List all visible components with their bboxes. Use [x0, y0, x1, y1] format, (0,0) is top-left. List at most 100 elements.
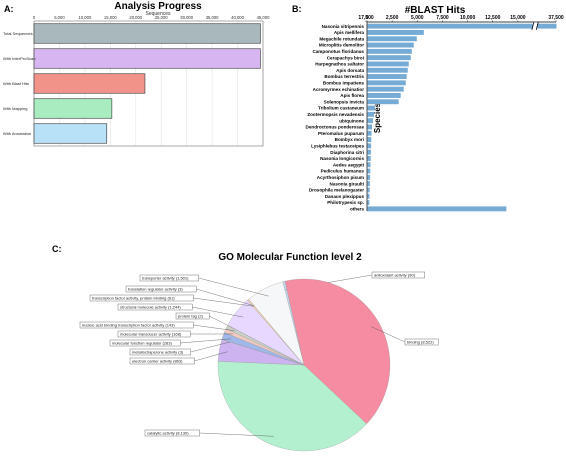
panel-a-x-tick: 35,000 [206, 15, 219, 20]
panel-c-slice [248, 281, 305, 366]
panel-c-leader-line [196, 288, 255, 306]
panel-b-letter: B: [292, 4, 302, 14]
panel-b-species-label: Acromyrmex echinatior [313, 87, 365, 92]
panel-c-leader-line [192, 306, 244, 318]
panel-b-bar [367, 61, 409, 67]
panel-b-x-tick: 17,500 [358, 15, 374, 21]
panel-c-leader-line [190, 341, 231, 353]
panel-b-bar [367, 155, 371, 161]
panel-b-species-label: Pediculus humanus [321, 169, 365, 174]
panel-a-category-label: With Mapping [3, 106, 27, 111]
panel-a-bar [33, 48, 261, 69]
panel-b-bar [367, 130, 372, 136]
panel-b-bar [367, 42, 414, 48]
panel-b-bar [367, 168, 371, 174]
panel-b-title: #BLAST Hits [405, 5, 466, 16]
panel-b-species-label: Apis mellifera [334, 30, 365, 35]
panel-a-bar [33, 123, 108, 144]
panel-b-axis-break-mark [531, 22, 535, 31]
panel-b-bar [367, 86, 404, 92]
panel-c-slice-label: metallochaperone activity (3) [132, 350, 184, 355]
panel-b-bar [367, 105, 376, 111]
panel-b-x-tick: 5,000 [411, 15, 424, 21]
panel-b-species-label: Danaus plexippus [325, 194, 365, 199]
panel-b-species-label: Harpegnathos saltator [315, 62, 364, 67]
panel-b-bar [367, 200, 370, 206]
panel-c-leader-line [180, 338, 232, 344]
panel-b-x-tick: 7,500 [436, 15, 449, 21]
panel-b-x-tick: 0 [366, 15, 369, 21]
panel-a-xlabel: Sequences [145, 11, 171, 17]
panel-b-species-label: Bombus terrestris [324, 74, 364, 79]
panel-c-slice-label: molecular transducer activity (168) [120, 332, 182, 337]
panel-b-bar [367, 149, 371, 155]
panel-b-species-label: Lysiphlebus testaceipes [311, 143, 364, 148]
panel-b-species-label: ubiquinone [339, 118, 364, 123]
panel-b-bar [367, 187, 370, 193]
panel-a-category-label: With Blast Hits [3, 81, 29, 86]
panel-b-species-label: Microplitis demolitor [319, 43, 364, 48]
panel-b-y-title: Species [373, 102, 382, 133]
panel-b-chart: 0 2,500 5,000 7,500 10,000 12,500 15,000 17,500… [306, 15, 564, 211]
panel-b-axis-break-gap [532, 22, 538, 30]
panel-b-x-tick: 10,000 [460, 15, 476, 21]
panel-b-species-label: Aedes aegypti [333, 162, 364, 167]
panel-c-leader-line [193, 324, 235, 331]
panel-a-chart: 0 5,000 10,000 15,000 20,000 25,000 30,000 35,0… [3, 15, 270, 147]
panel-a-category-label: With InterProScan [3, 56, 35, 61]
panel-b-bar [367, 67, 408, 73]
panel-b-bar [367, 206, 507, 212]
panel-b-species-label: Camponotus floridanus [312, 49, 364, 54]
panel-b-bar [367, 118, 374, 124]
panel-b-species-label: Zootermopsis nevadensis [307, 112, 364, 117]
panel-b-x-tick: 2,500 [386, 15, 399, 21]
panel-c-leader-line [198, 277, 269, 297]
panel-a-title: Analysis Progress [114, 1, 202, 12]
panel-a-x-tick: 40,000 [231, 15, 244, 20]
panel-b-axis-break-mark [535, 22, 539, 31]
panel-b-bar [367, 74, 407, 80]
panel-b-species-label: Bombyx mori [335, 137, 364, 142]
panel-b-species-label: Megachile rotundata [319, 36, 364, 41]
panel-b-species-label: Nasonia giraulti [330, 181, 364, 186]
panel-c-leader-line [199, 432, 274, 437]
panel-b-species-label: Bombus impatiens [323, 80, 365, 85]
panel-a-category-label: With Annotation [3, 131, 31, 136]
panel-c-leader-line [194, 351, 228, 362]
panel-a-x-tick: 15,000 [104, 15, 117, 20]
panel-a-letter: A: [4, 4, 14, 14]
panel-c-leader-line [193, 297, 254, 307]
panel-c-leader-line [371, 326, 406, 343]
panel-c-slice-label: nucleic acid binding transcription facto… [82, 323, 175, 328]
panel-b-bar [367, 92, 401, 98]
panel-a-bar [33, 23, 261, 44]
panel-c-slice-label: protein tag (2) [178, 314, 204, 319]
panel-b-species-label: Drosophila melanogaster [309, 188, 364, 193]
panel-c-slice [217, 361, 367, 452]
panel-c-slice-label: transcription factor activity, protein b… [92, 296, 175, 301]
panel-a-x-tick: 45,000 [257, 15, 270, 20]
panel-a-bar [33, 98, 113, 119]
panel-b-bar [367, 23, 557, 29]
panel-c-slice-label: transporter activity (1,501) [142, 276, 189, 281]
panel-b-x-tick: 15,000 [510, 15, 526, 21]
panel-a-x-tick: 5,000 [54, 15, 65, 20]
panel-b-species-label: Nasonia vitripennis [322, 24, 365, 29]
panel-b-species-label: Nasonia longicornis [320, 156, 364, 161]
panel-b-bar [367, 137, 372, 143]
panel-c-slice-label: translation regulator activity (3) [128, 287, 183, 292]
panel-b-species-label: Solenopsis invicta [324, 99, 365, 104]
panel-c-slice-label: catalytic activity (8,130) [147, 431, 189, 436]
panel-a-bar [33, 73, 146, 94]
panel-b-bar [367, 80, 406, 86]
panel-b-bar [367, 174, 371, 180]
panel-b-species-label: Philotrypesis sp. [327, 200, 364, 205]
panel-b-bar [367, 111, 375, 117]
panel-b-species-label: Apis dorsata [336, 68, 364, 73]
panel-c-chart: antioxidant activity (90) binding (8,522)… [79, 271, 439, 452]
panel-b-species-label: Diaphorina citri [330, 150, 364, 155]
panel-b-bar [367, 99, 399, 105]
panel-b-species-label: Dendroctonus ponderosae [306, 125, 365, 130]
panel-a-x-tick: 30,000 [180, 15, 193, 20]
